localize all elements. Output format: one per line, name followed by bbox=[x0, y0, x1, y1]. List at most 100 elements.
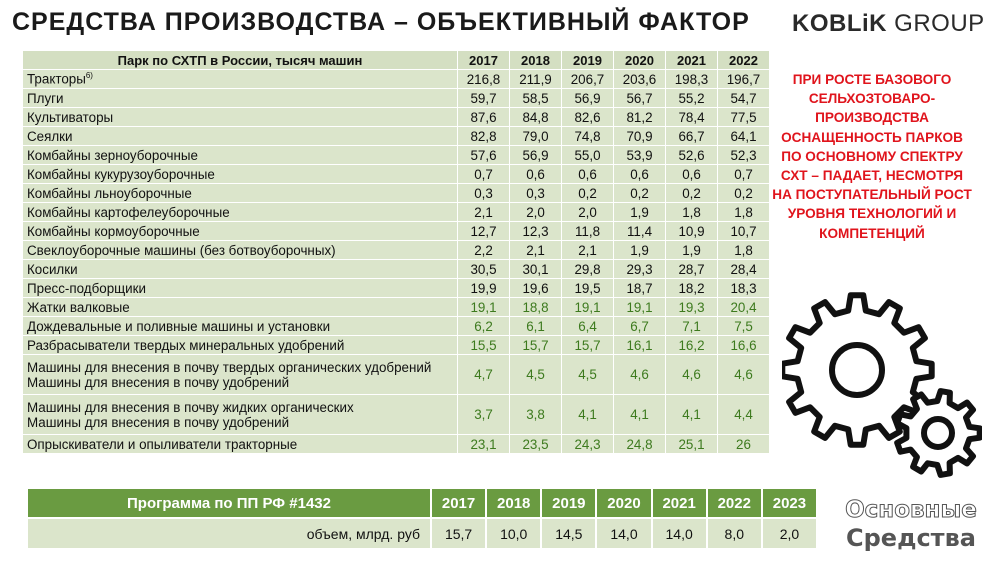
table-cell: 26 bbox=[717, 434, 770, 454]
table-cell: 18,8 bbox=[509, 297, 562, 317]
table-cell: 18,3 bbox=[717, 278, 770, 298]
table-cell: 7,1 bbox=[665, 316, 718, 336]
row-label-text: Комбайны зерноуборочные bbox=[27, 147, 198, 163]
table-cell: 56,9 bbox=[509, 145, 562, 165]
table-cell: 2,0 bbox=[509, 202, 562, 222]
company-logo: KOBLiK GROUP bbox=[792, 10, 985, 38]
table-cell: 3,7 bbox=[457, 394, 510, 435]
year-header: 2022 bbox=[717, 50, 770, 70]
table-cell: 16,2 bbox=[665, 335, 718, 355]
table-cell: 198,3 bbox=[665, 69, 718, 89]
logo-group: GROUP bbox=[887, 10, 985, 37]
row-label: Тракторы6) bbox=[22, 69, 458, 89]
table-cell: 4,7 bbox=[457, 354, 510, 395]
page-title: СРЕДСТВА ПРОИЗВОДСТВА – ОБЪЕКТИВНЫЙ ФАКТ… bbox=[12, 8, 750, 36]
table-cell: 82,8 bbox=[457, 126, 510, 146]
table-cell: 11,8 bbox=[561, 221, 614, 241]
table-row: Комбайны льноуборочные 0,3 0,3 0,2 0,2 0,2 0,2 bbox=[22, 183, 770, 203]
table-cell: 196,7 bbox=[717, 69, 770, 89]
year-header: 2017 bbox=[457, 50, 510, 70]
table-cell: 1,8 bbox=[665, 202, 718, 222]
table-cell: 203,6 bbox=[613, 69, 666, 89]
table-row: Комбайны картофелеуборочные 2,1 2,0 2,0 1,9 1… bbox=[22, 202, 770, 222]
table-row: Тракторы6) 216,8 211,9 206,7 203,6 198,3 196,7 bbox=[22, 69, 770, 89]
program-values-row: объем, млрд. руб 15,7 10,0 14,5 14,0 14,… bbox=[26, 517, 819, 550]
table-cell: 4,6 bbox=[613, 354, 666, 395]
program-value: 2,0 bbox=[760, 517, 819, 550]
table-cell: 25,1 bbox=[665, 434, 718, 454]
table-row: Дождевальные и поливные машины и установ… bbox=[22, 316, 770, 336]
callout-text: ПРИ РОСТЕ БАЗОВОГО СЕЛЬХОЗТОВАРО-ПРОИЗВО… bbox=[772, 72, 972, 241]
table-cell: 4,6 bbox=[717, 354, 770, 395]
row-label-text: Жатки валковые bbox=[27, 299, 130, 315]
table-row: Комбайны зерноуборочные 57,6 56,9 55,0 53,9 5… bbox=[22, 145, 770, 165]
row-label: Комбайны картофелеуборочные bbox=[22, 202, 458, 222]
table-cell: 1,8 bbox=[717, 240, 770, 260]
row-label: Плуги bbox=[22, 88, 458, 108]
table-cell: 16,1 bbox=[613, 335, 666, 355]
table-cell: 7,5 bbox=[717, 316, 770, 336]
table-row: Опрыскиватели и опыливатели тракторные 23… bbox=[22, 434, 770, 454]
program-year: 2023 bbox=[760, 487, 819, 519]
table-cell: 57,6 bbox=[457, 145, 510, 165]
row-label-text: Опрыскиватели и опыливатели тракторные bbox=[27, 436, 298, 452]
table-cell: 77,5 bbox=[717, 107, 770, 127]
logo-brand: KOBLiK bbox=[792, 10, 887, 37]
year-header: 2021 bbox=[665, 50, 718, 70]
watermark-line2: Средства bbox=[846, 524, 976, 552]
table-cell: 19,1 bbox=[613, 297, 666, 317]
year-header: 2020 bbox=[613, 50, 666, 70]
table-cell: 19,1 bbox=[457, 297, 510, 317]
table-cell: 10,9 bbox=[665, 221, 718, 241]
row-label: Жатки валковые bbox=[22, 297, 458, 317]
table-cell: 30,5 bbox=[457, 259, 510, 279]
table-cell: 0,2 bbox=[665, 183, 718, 203]
table-cell: 23,5 bbox=[509, 434, 562, 454]
table-cell: 0,6 bbox=[613, 164, 666, 184]
table-cell: 4,1 bbox=[561, 394, 614, 435]
table-cell: 19,1 bbox=[561, 297, 614, 317]
program-year: 2022 bbox=[705, 487, 763, 519]
large-gear-icon bbox=[782, 292, 935, 448]
table-cell: 0,6 bbox=[561, 164, 614, 184]
table-cell: 15,7 bbox=[561, 335, 614, 355]
table-cell: 54,7 bbox=[717, 88, 770, 108]
table-cell: 6,7 bbox=[613, 316, 666, 336]
table-cell: 2,1 bbox=[457, 202, 510, 222]
program-year: 2020 bbox=[595, 487, 653, 519]
table-cell: 28,7 bbox=[665, 259, 718, 279]
table-cell: 55,2 bbox=[665, 88, 718, 108]
row-label: Косилки bbox=[22, 259, 458, 279]
row-label-text: Комбайны картофелеуборочные bbox=[27, 204, 230, 220]
table-cell: 18,7 bbox=[613, 278, 666, 298]
small-gear-icon bbox=[894, 388, 982, 478]
table-cell: 2,1 bbox=[561, 240, 614, 260]
table-row: Пресс-подборщики 19,9 19,6 19,5 18,7 18,2 18,3 bbox=[22, 278, 770, 298]
program-value: 15,7 bbox=[429, 517, 488, 550]
row-label: Комбайны льноуборочные bbox=[22, 183, 458, 203]
row-label: Машины для внесения в почву жидких орган… bbox=[22, 394, 458, 435]
footnote-mark: 6) bbox=[85, 71, 93, 81]
table-cell: 18,2 bbox=[665, 278, 718, 298]
machine-park-table: Парк по СХТП в России, тысяч машин 2017 … bbox=[22, 50, 770, 454]
program-value: 8,0 bbox=[705, 517, 763, 550]
table-cell: 12,3 bbox=[509, 221, 562, 241]
watermark: Основные Средства bbox=[826, 496, 996, 553]
table-cell: 6,2 bbox=[457, 316, 510, 336]
table-cell: 28,4 bbox=[717, 259, 770, 279]
table-cell: 29,3 bbox=[613, 259, 666, 279]
row-label-text: Машины для внесения в почву жидких орган… bbox=[27, 399, 354, 415]
table-cell: 78,4 bbox=[665, 107, 718, 127]
table-cell: 15,5 bbox=[457, 335, 510, 355]
table-row: Машины для внесения в почву жидких орган… bbox=[22, 394, 770, 435]
table-cell: 19,5 bbox=[561, 278, 614, 298]
table-cell: 0,2 bbox=[613, 183, 666, 203]
table-cell: 12,7 bbox=[457, 221, 510, 241]
program-value: 14,0 bbox=[595, 517, 653, 550]
table-row: Жатки валковые 19,1 18,8 19,1 19,1 19,3 20,4 bbox=[22, 297, 770, 317]
program-label: Программа по ПП РФ #1432 bbox=[26, 487, 432, 519]
table-cell: 2,1 bbox=[509, 240, 562, 260]
row-label-text: Разбрасыватели твердых минеральных удобр… bbox=[27, 337, 345, 353]
table-cell: 20,4 bbox=[717, 297, 770, 317]
row-label-text: Сеялки bbox=[27, 128, 73, 144]
